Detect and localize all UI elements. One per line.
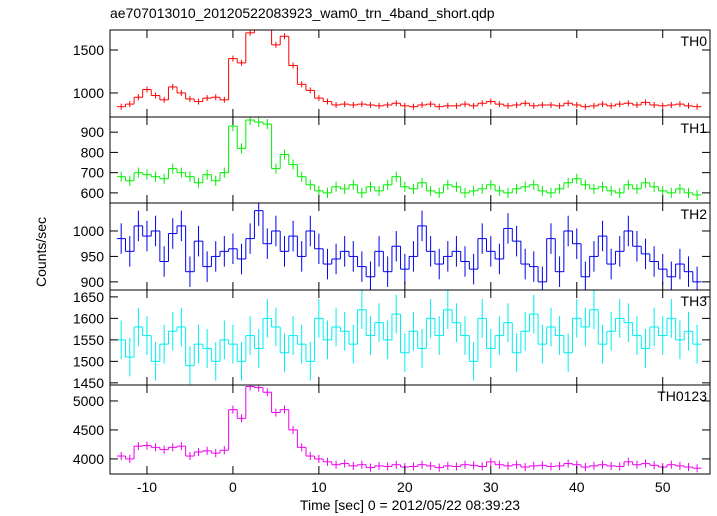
y-tick-label: 600 — [81, 185, 105, 201]
x-tick-label: 0 — [229, 479, 237, 495]
y-tick-label: 4000 — [73, 451, 104, 467]
x-axis-label: Time [sec] 0 = 2012/05/22 08:39:23 — [300, 497, 520, 513]
y-tick-label: 950 — [81, 248, 105, 264]
panel-label: TH1 — [681, 120, 708, 136]
y-tick-label: 1650 — [73, 289, 104, 305]
y-tick-label: 5000 — [73, 393, 104, 409]
y-tick-label: 1550 — [73, 332, 104, 348]
panel-frame — [109, 384, 711, 475]
step-riser — [124, 386, 694, 469]
x-tick-label: 40 — [569, 479, 585, 495]
y-tick-label: 900 — [81, 124, 105, 140]
x-tick-label: -10 — [137, 479, 157, 495]
panel-label: TH0123 — [657, 388, 707, 404]
y-tick-label: 1450 — [73, 375, 104, 391]
step-riser — [124, 30, 694, 107]
y-tick-label: 800 — [81, 144, 105, 160]
y-tick-label: 900 — [81, 274, 105, 290]
step-riser — [124, 309, 694, 366]
x-tick-label: 50 — [655, 479, 671, 495]
x-tick-label: 20 — [397, 479, 413, 495]
chart-title: ae707013010_20120522083923_wam0_trn_4ban… — [110, 5, 495, 21]
y-tick-label: 1000 — [73, 85, 104, 101]
y-tick-label: 1500 — [73, 42, 104, 58]
step-riser — [124, 120, 694, 195]
panel — [116, 203, 702, 290]
x-tick-label: 30 — [483, 479, 499, 495]
panel — [116, 117, 702, 200]
x-tick-label: 10 — [311, 479, 327, 495]
y-tick-label: 4500 — [73, 422, 104, 438]
step-riser — [124, 210, 694, 282]
panel — [116, 30, 702, 110]
panel-label: TH3 — [681, 293, 708, 309]
y-tick-label: 1000 — [73, 223, 104, 239]
y-tick-label: 1500 — [73, 353, 104, 369]
panel — [116, 290, 702, 385]
panel — [116, 385, 702, 473]
y-axis-label: Counts/sec — [33, 217, 49, 287]
panel-label: TH0 — [681, 33, 708, 49]
y-tick-label: 700 — [81, 165, 105, 181]
panel-label: TH2 — [681, 206, 708, 222]
y-tick-label: 1600 — [73, 310, 104, 326]
